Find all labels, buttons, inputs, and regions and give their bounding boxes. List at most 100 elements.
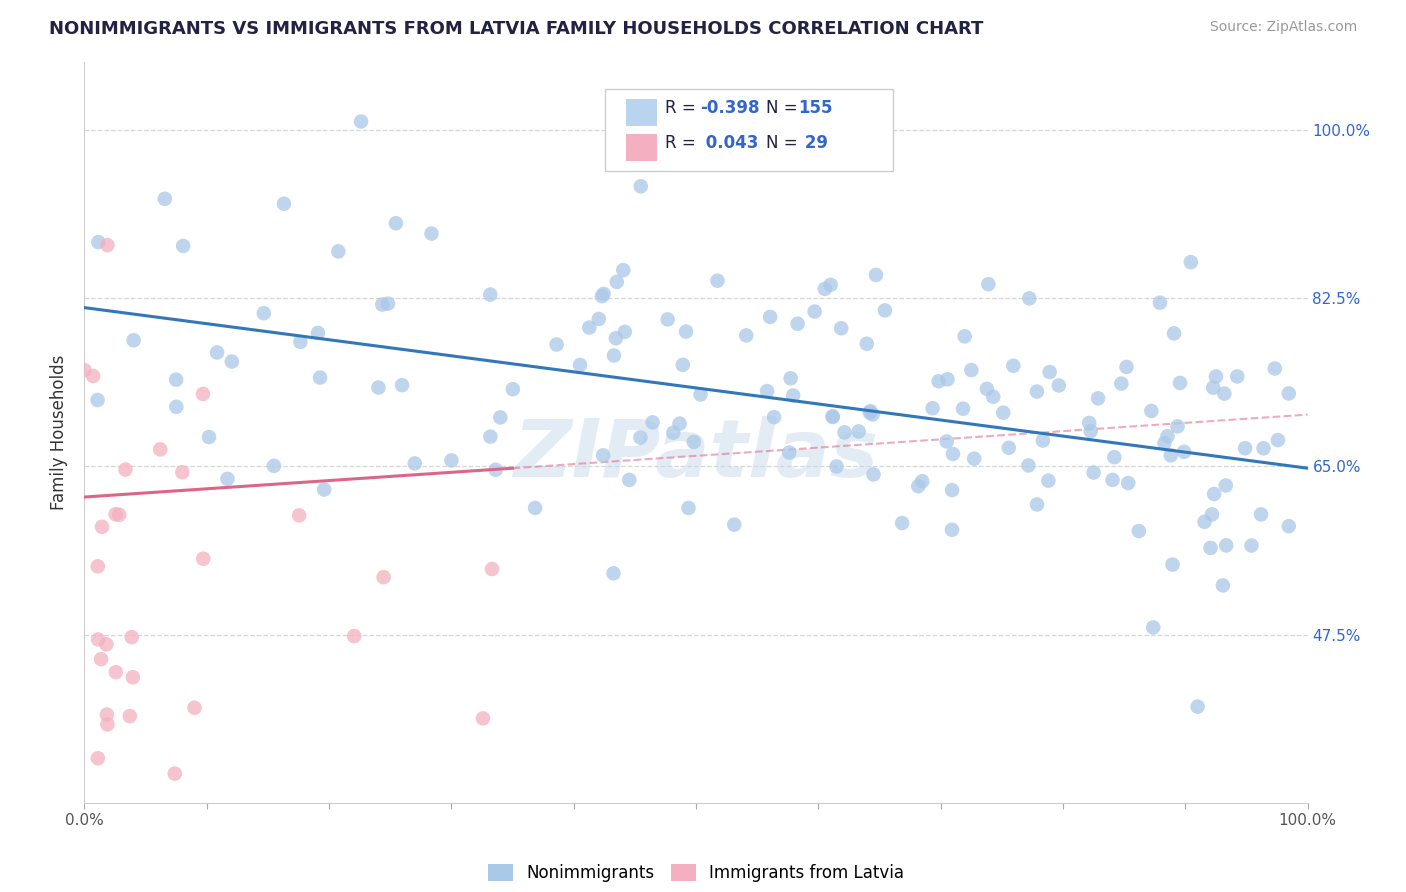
Point (1278, 519, 1301, 533)
Point (662, 425, 685, 440)
Point (821, 409, 844, 424)
Point (165, 400, 187, 414)
Point (122, 333, 145, 347)
Point (1199, 541, 1222, 555)
Point (96, 238, 118, 252)
Point (183, 700, 205, 714)
Point (675, 325, 697, 339)
Point (377, 296, 399, 310)
Point (862, 467, 884, 482)
Point (153, 192, 176, 206)
Point (803, 304, 825, 318)
Point (1083, 466, 1105, 480)
Point (602, 566, 624, 581)
Point (682, 434, 704, 449)
Point (592, 287, 614, 301)
Point (569, 358, 592, 372)
Point (307, 326, 329, 340)
Point (1168, 376, 1191, 390)
Point (936, 372, 959, 386)
Point (1215, 538, 1237, 552)
Point (855, 336, 877, 351)
Point (668, 417, 690, 431)
Point (1187, 699, 1209, 714)
Point (603, 349, 626, 363)
Point (440, 453, 463, 467)
Point (1111, 376, 1133, 391)
Point (172, 239, 194, 253)
Text: 155: 155 (799, 99, 834, 117)
Text: 0.043: 0.043 (700, 134, 759, 152)
Point (1167, 419, 1189, 434)
Text: N =: N = (766, 134, 803, 152)
Point (253, 306, 276, 320)
Point (865, 268, 887, 282)
Point (121, 670, 143, 684)
Point (1173, 445, 1195, 459)
Point (672, 358, 695, 372)
Point (1018, 291, 1040, 305)
Text: NONIMMIGRANTS VS IMMIGRANTS FROM LATVIA FAMILY HOUSEHOLDS CORRELATION CHART: NONIMMIGRANTS VS IMMIGRANTS FROM LATVIA … (49, 20, 984, 37)
Point (976, 382, 998, 396)
Point (371, 297, 394, 311)
Point (1240, 539, 1263, 553)
Point (1278, 386, 1301, 401)
Point (960, 363, 983, 377)
Point (963, 451, 986, 466)
Point (1115, 359, 1137, 374)
Point (1153, 436, 1175, 450)
Point (1267, 433, 1289, 447)
Point (605, 331, 627, 345)
Point (87, 632, 110, 647)
Point (149, 442, 172, 457)
Point (205, 345, 228, 359)
Point (87, 559, 110, 574)
Point (104, 665, 127, 679)
Point (404, 457, 426, 471)
Point (1078, 416, 1101, 430)
Point (104, 508, 127, 522)
Point (385, 216, 408, 230)
Point (479, 429, 502, 443)
Text: R =: R = (665, 134, 702, 152)
Point (481, 562, 503, 576)
Point (756, 384, 779, 398)
Point (706, 274, 728, 288)
Point (328, 244, 350, 259)
Point (1213, 386, 1236, 401)
Point (1194, 515, 1216, 529)
Text: 29: 29 (799, 134, 828, 152)
Point (1215, 478, 1237, 492)
Point (288, 508, 311, 523)
Point (524, 500, 547, 515)
Point (1180, 255, 1202, 269)
Point (952, 401, 974, 416)
Point (90, 652, 112, 666)
Point (778, 445, 800, 459)
Point (953, 329, 976, 343)
Point (862, 408, 884, 422)
Point (263, 458, 285, 473)
Point (91, 520, 114, 534)
Text: ZIPatlas: ZIPatlas (513, 416, 879, 494)
Point (935, 434, 957, 449)
Point (163, 766, 186, 780)
Point (1116, 476, 1139, 491)
Point (273, 196, 295, 211)
Point (1087, 392, 1109, 406)
Point (1026, 498, 1049, 512)
Text: N =: N = (766, 99, 803, 117)
Point (1017, 458, 1039, 473)
Point (977, 277, 1000, 292)
Point (612, 263, 634, 277)
Point (1234, 442, 1257, 456)
Point (848, 425, 870, 439)
Point (479, 287, 502, 301)
Point (489, 410, 512, 425)
Point (73, 363, 96, 377)
Point (1047, 378, 1070, 392)
Point (993, 406, 1015, 420)
Point (825, 459, 848, 474)
Point (657, 312, 679, 326)
Point (1026, 384, 1049, 399)
